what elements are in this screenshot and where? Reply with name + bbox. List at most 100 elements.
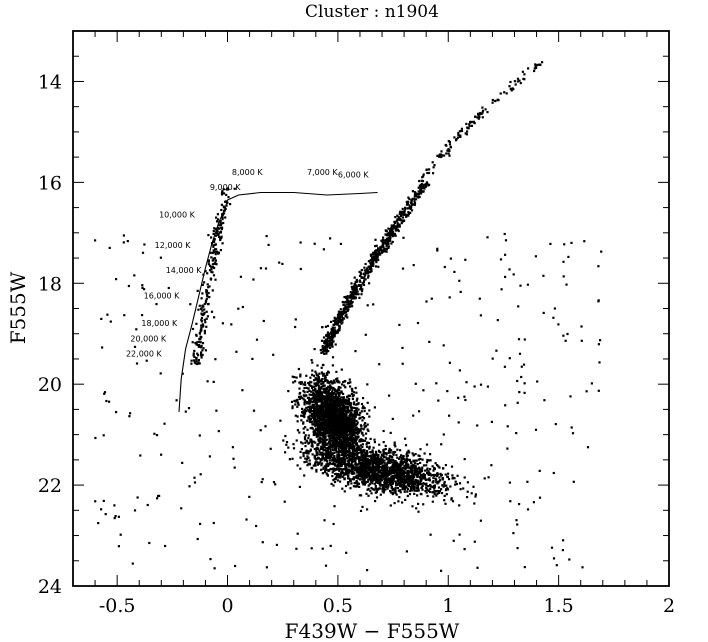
data-point bbox=[216, 250, 219, 253]
data-point bbox=[436, 480, 439, 483]
data-point bbox=[407, 212, 410, 216]
data-point bbox=[337, 428, 340, 431]
data-point bbox=[425, 491, 428, 494]
data-point bbox=[389, 232, 392, 235]
data-point bbox=[339, 473, 342, 476]
data-point bbox=[381, 244, 384, 247]
data-point bbox=[348, 425, 351, 428]
data-point bbox=[349, 427, 352, 430]
data-point bbox=[338, 326, 341, 329]
data-point bbox=[393, 232, 396, 235]
data-point bbox=[206, 272, 209, 275]
data-point bbox=[214, 253, 217, 256]
data-point bbox=[335, 472, 338, 475]
data-point bbox=[318, 392, 322, 395]
data-point bbox=[355, 292, 358, 296]
data-point bbox=[413, 470, 416, 473]
data-point bbox=[340, 407, 343, 410]
data-point bbox=[331, 398, 334, 401]
data-point bbox=[323, 384, 326, 387]
data-point bbox=[399, 456, 402, 459]
data-point bbox=[428, 168, 431, 171]
data-point bbox=[415, 459, 418, 462]
data-point bbox=[200, 320, 203, 323]
data-point bbox=[327, 404, 330, 407]
data-point bbox=[316, 383, 319, 386]
data-point bbox=[327, 350, 330, 353]
data-point bbox=[382, 487, 386, 491]
data-point bbox=[389, 451, 392, 454]
data-point bbox=[513, 80, 516, 83]
data-point bbox=[325, 472, 328, 475]
data-point bbox=[399, 449, 402, 452]
data-point bbox=[308, 389, 311, 392]
data-point bbox=[200, 351, 203, 354]
data-point bbox=[330, 398, 333, 401]
data-point bbox=[327, 452, 330, 455]
data-point bbox=[306, 464, 309, 467]
data-point bbox=[322, 433, 326, 436]
data-point bbox=[345, 306, 348, 309]
data-point bbox=[365, 492, 368, 495]
data-point bbox=[391, 232, 395, 235]
data-point bbox=[334, 331, 337, 334]
data-point bbox=[327, 334, 330, 337]
data-point bbox=[403, 483, 406, 487]
data-point bbox=[421, 180, 425, 183]
data-point bbox=[335, 389, 338, 392]
data-point bbox=[377, 462, 380, 465]
data-point bbox=[316, 392, 319, 396]
data-point bbox=[347, 483, 350, 486]
data-point bbox=[327, 445, 330, 449]
data-point bbox=[364, 451, 367, 454]
data-point bbox=[391, 230, 394, 233]
data-point bbox=[326, 396, 329, 399]
data-point bbox=[387, 451, 390, 454]
data-point bbox=[352, 455, 355, 458]
data-point bbox=[332, 319, 335, 322]
data-point bbox=[343, 432, 346, 435]
data-point bbox=[212, 240, 215, 243]
data-point bbox=[344, 429, 348, 432]
data-point bbox=[296, 405, 299, 408]
data-point bbox=[405, 466, 408, 469]
data-point bbox=[340, 315, 343, 318]
data-point bbox=[355, 450, 358, 453]
data-point bbox=[409, 470, 412, 473]
data-point bbox=[316, 379, 319, 382]
data-point bbox=[348, 448, 351, 451]
data-point bbox=[311, 453, 314, 456]
data-point bbox=[338, 417, 341, 420]
data-point bbox=[339, 430, 342, 433]
data-point bbox=[322, 449, 325, 452]
data-point bbox=[209, 264, 212, 267]
data-point bbox=[308, 459, 311, 462]
data-point bbox=[312, 389, 315, 392]
data-point bbox=[407, 485, 410, 488]
data-point bbox=[388, 482, 391, 485]
data-point bbox=[472, 485, 475, 488]
data-point bbox=[322, 372, 325, 375]
data-point bbox=[464, 132, 467, 135]
data-point bbox=[395, 453, 398, 457]
data-point bbox=[405, 476, 408, 479]
data-point bbox=[342, 403, 345, 406]
data-point bbox=[324, 415, 327, 418]
data-point bbox=[351, 300, 354, 304]
data-point bbox=[426, 472, 429, 475]
data-point bbox=[411, 482, 415, 485]
data-point bbox=[389, 460, 392, 464]
data-point bbox=[422, 190, 425, 193]
data-point bbox=[213, 257, 217, 260]
data-point bbox=[346, 442, 349, 445]
data-point bbox=[405, 215, 408, 218]
data-point bbox=[424, 469, 427, 472]
data-point bbox=[367, 441, 371, 445]
data-point bbox=[214, 234, 217, 237]
data-point bbox=[403, 471, 406, 474]
data-point bbox=[308, 450, 311, 453]
data-point bbox=[340, 322, 343, 325]
data-point bbox=[423, 183, 426, 186]
data-point bbox=[361, 407, 364, 410]
data-point bbox=[331, 392, 334, 395]
